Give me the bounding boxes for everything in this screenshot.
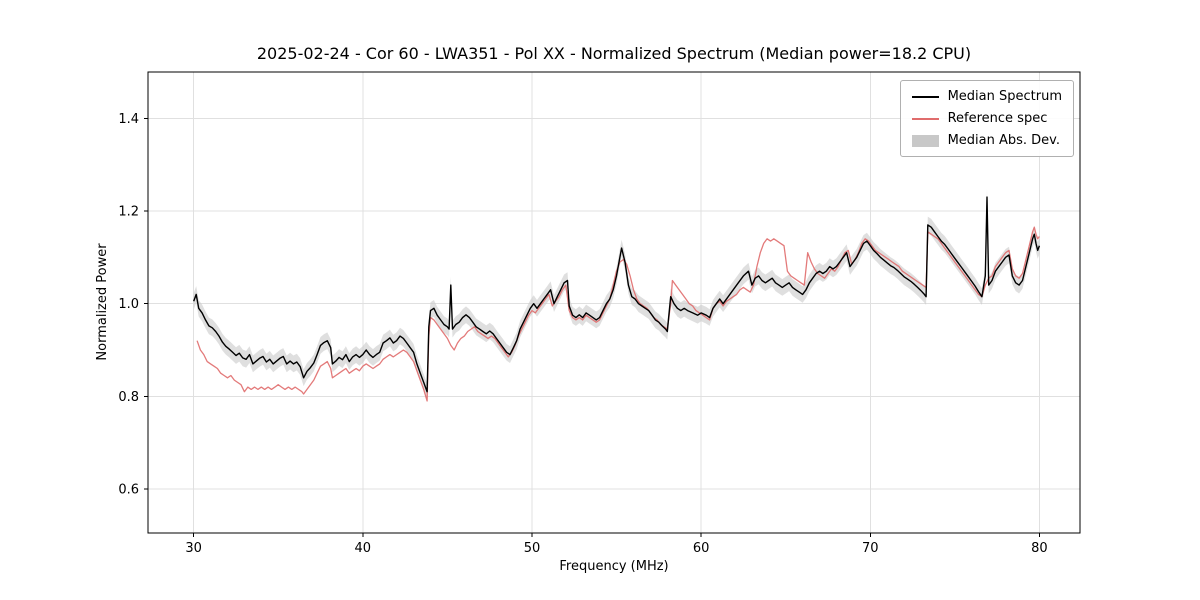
- legend-item-mad: Median Abs. Dev.: [911, 133, 1062, 148]
- legend-item-reference: Reference spec: [911, 111, 1062, 126]
- reference-line-swatch: [911, 117, 939, 120]
- y-tick-label: 1.2: [118, 204, 139, 219]
- x-tick-label: 50: [524, 541, 541, 556]
- legend-item-median: Median Spectrum: [911, 89, 1062, 104]
- median-line-swatch: [911, 95, 939, 98]
- y-tick-label: 1.4: [118, 112, 139, 127]
- x-tick-label: 70: [862, 541, 879, 556]
- y-tick-label: 1.0: [118, 297, 139, 312]
- reference-spectrum-line: [196, 226, 1040, 402]
- x-axis-label: Frequency (MHz): [559, 559, 669, 574]
- legend: Median Spectrum Reference spec Median Ab…: [899, 80, 1074, 157]
- x-tick-label: 80: [1031, 541, 1048, 556]
- mad-patch-swatch: [911, 134, 939, 147]
- x-tick-label: 60: [693, 541, 710, 556]
- legend-label: Median Abs. Dev.: [947, 133, 1061, 148]
- x-tick-label: 30: [185, 541, 202, 556]
- mad-band: [193, 188, 1040, 400]
- y-axis-label: Normalized Power: [95, 243, 110, 361]
- median-spectrum-line: [193, 196, 1041, 393]
- axes-frame: [147, 71, 1081, 534]
- chart-title: 2025-02-24 - Cor 60 - LWA351 - Pol XX - …: [256, 44, 972, 63]
- legend-label: Median Spectrum: [947, 89, 1062, 104]
- x-tick-label: 40: [355, 541, 372, 556]
- y-tick-label: 0.8: [118, 390, 139, 405]
- y-tick-label: 0.6: [118, 482, 139, 497]
- legend-label: Reference spec: [947, 111, 1048, 126]
